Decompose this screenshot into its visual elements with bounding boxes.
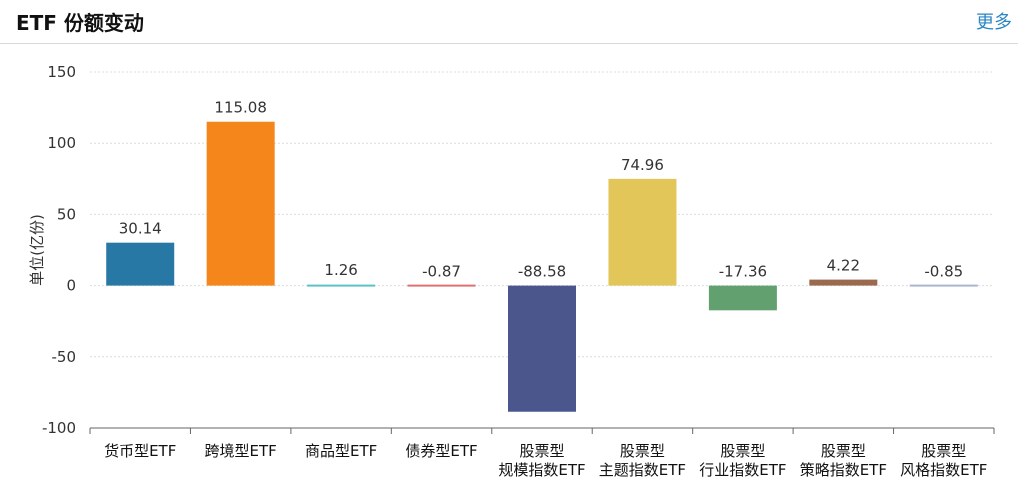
x-tick-label: 行业指数ETF	[699, 461, 786, 479]
x-tick-label: 规模指数ETF	[498, 461, 585, 479]
bar	[809, 279, 878, 286]
bar	[206, 121, 275, 286]
x-tick-label: 策略指数ETF	[800, 461, 887, 479]
x-tick-label: 货币型ETF	[104, 442, 176, 460]
data-label: -0.87	[422, 263, 461, 281]
panel-title: ETF 份额变动	[16, 11, 144, 35]
y-tick-label: 50	[57, 205, 76, 223]
x-tick-label: 商品型ETF	[305, 442, 377, 460]
data-label: 4.22	[827, 257, 860, 275]
y-axis-title: 单位(亿份)	[28, 214, 46, 286]
y-tick-label: -50	[52, 348, 77, 366]
bar	[708, 285, 777, 311]
more-link[interactable]: 更多	[976, 12, 1012, 33]
bar	[307, 284, 376, 287]
data-label: 115.08	[214, 99, 267, 117]
y-tick-label: 100	[47, 134, 76, 152]
data-label: 74.96	[621, 156, 664, 174]
x-tick-label: 跨境型ETF	[205, 442, 277, 460]
x-tick-label: 股票型	[720, 442, 765, 460]
bar	[106, 242, 175, 286]
y-tick-label: 0	[66, 277, 76, 295]
bar	[508, 285, 576, 412]
data-label: 30.14	[119, 220, 162, 238]
x-tick-label: 股票型	[821, 442, 866, 460]
x-tick-label: 主题指数ETF	[599, 461, 686, 479]
y-tick-label: 150	[47, 63, 76, 81]
x-tick-label: 股票型	[519, 442, 564, 460]
y-tick-label: -100	[42, 419, 76, 437]
panel-header: ETF 份额变动 更多	[0, 0, 1018, 44]
data-label: -88.58	[518, 263, 566, 281]
data-label: 1.26	[324, 261, 357, 279]
bar	[407, 284, 476, 287]
data-label: -17.36	[719, 263, 767, 281]
data-label: -0.85	[924, 263, 963, 281]
x-tick-label: 债券型ETF	[405, 442, 477, 460]
bar	[909, 284, 978, 287]
x-tick-label: 股票型	[620, 442, 665, 460]
x-tick-label: 股票型	[921, 442, 966, 460]
bar	[608, 178, 677, 286]
x-tick-label: 风格指数ETF	[900, 461, 987, 479]
